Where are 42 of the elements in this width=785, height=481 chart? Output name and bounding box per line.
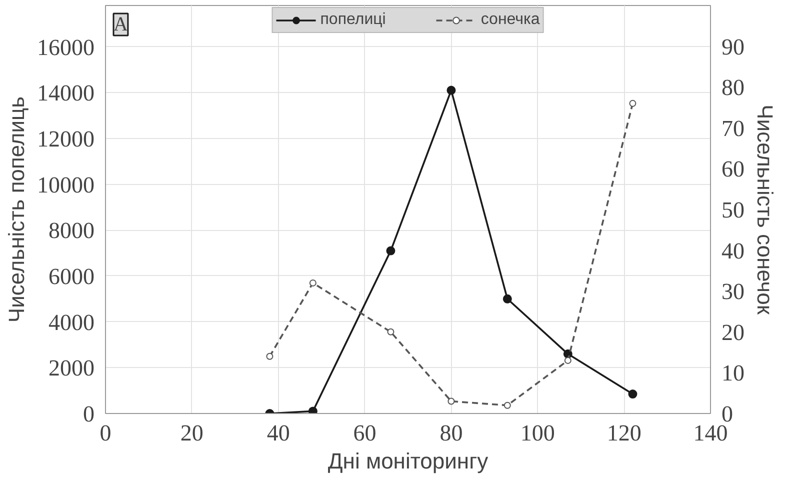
x-tick-label: 120 (606, 420, 642, 446)
y2-tick-label: 40 (722, 238, 744, 264)
point (446, 86, 456, 95)
y2-tick-label: 70 (722, 116, 744, 141)
y-tick-label: 12000 (37, 126, 94, 152)
y-tick-label: 10000 (37, 172, 94, 198)
y2-tick-label: 20 (722, 320, 744, 345)
y2-tick-label: 10 (722, 360, 744, 386)
y-tick-label: 4000 (48, 310, 94, 335)
legend-label: сонечка (480, 11, 540, 29)
y2-axis-title: Чисельність сонечок (752, 104, 778, 315)
point (504, 402, 511, 409)
point (386, 246, 396, 256)
x-tick-label: 40 (266, 420, 290, 446)
y-axis-title: Чисельність попелиць (4, 96, 29, 323)
x-tick-label: 0 (100, 420, 112, 446)
x-tick-label: 60 (353, 420, 376, 446)
point (629, 100, 636, 107)
point (502, 294, 512, 304)
x-tick-label: 80 (440, 420, 463, 446)
legend-label: попелиці (320, 11, 386, 29)
point (308, 406, 318, 414)
y-tick-label: 14000 (37, 80, 94, 106)
y2-tick-label: 30 (722, 279, 744, 304)
point (309, 279, 316, 286)
y-tick-label: 0 (83, 402, 94, 426)
y2-tick-label: 60 (722, 156, 744, 182)
point (564, 356, 572, 364)
x-tick-label: 100 (520, 420, 555, 446)
y-tick-label: 6000 (48, 264, 94, 289)
point (387, 328, 394, 336)
y2-tick-label: 90 (722, 34, 744, 60)
point (628, 390, 638, 399)
y-tick-label: 2000 (48, 356, 94, 381)
point (448, 398, 455, 405)
y-tick-label: 8000 (48, 218, 94, 244)
x-tick-label: 20 (180, 420, 204, 446)
y-tick-label: 16000 (37, 34, 94, 60)
y2-tick-label: 50 (722, 198, 744, 222)
y2-tick-label: 80 (722, 75, 744, 100)
x-axis-title: Дні моніторингу (328, 448, 488, 474)
point (266, 352, 274, 360)
